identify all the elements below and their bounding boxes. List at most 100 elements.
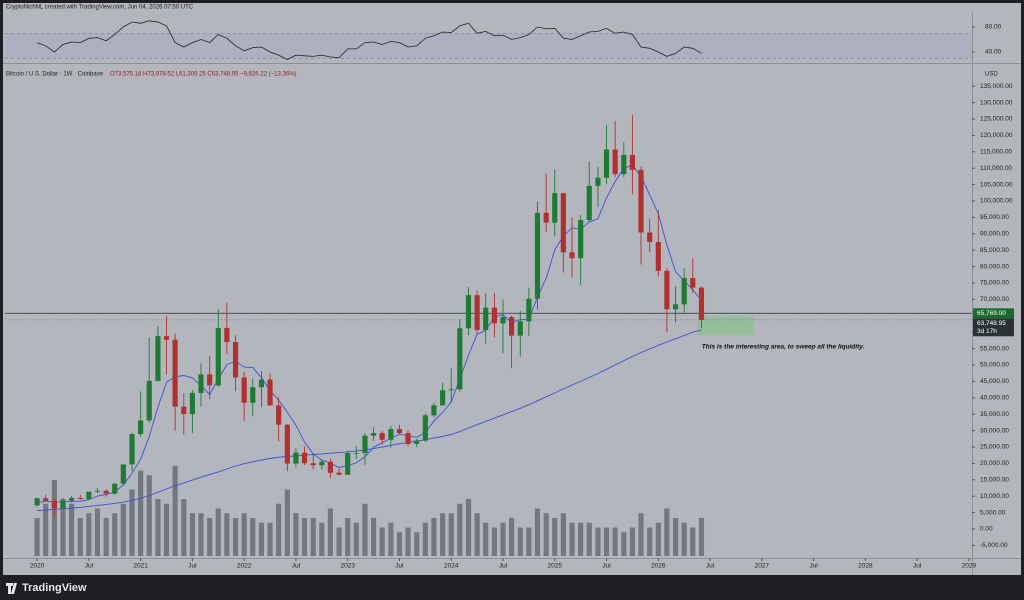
- candle-body: [94, 490, 101, 492]
- volume-bar: [276, 503, 282, 556]
- rsi-line: [36, 20, 702, 60]
- candle-body: [250, 387, 256, 403]
- candle-body: [629, 154, 635, 170]
- candle-body: [155, 336, 161, 381]
- y-tick-label: 130,000.00: [980, 99, 1013, 106]
- y-tick-label: 30,000.00: [980, 427, 1009, 434]
- volume-bar: [120, 503, 126, 556]
- candle-body: [327, 461, 333, 473]
- volume-bar: [181, 499, 187, 556]
- candle-body: [371, 433, 377, 436]
- volume-bar: [103, 518, 109, 556]
- candle-body: [129, 434, 135, 465]
- volume-bar: [155, 499, 161, 556]
- volume-bar: [655, 522, 661, 556]
- y-tick-label: 20,000.00: [980, 460, 1009, 467]
- brand-logo: TradingView: [6, 582, 87, 594]
- volume-bar: [172, 465, 178, 556]
- candle-body: [655, 242, 661, 271]
- candle-body: [112, 483, 118, 494]
- candle-body: [603, 149, 610, 178]
- candle-body: [215, 327, 221, 386]
- candle-body: [181, 406, 187, 415]
- candle-body: [578, 220, 584, 259]
- volume-bar: [319, 522, 325, 556]
- x-tick-label: Jul: [85, 563, 94, 570]
- y-tick-label: 80,000.00: [980, 263, 1009, 270]
- volume-bar: [379, 527, 385, 556]
- x-tick-label: Jul: [913, 563, 922, 570]
- volume-bar: [250, 518, 256, 556]
- volume-bar: [422, 522, 428, 556]
- candle-body: [146, 380, 152, 421]
- candle-body: [301, 452, 308, 464]
- target-zone: [697, 316, 754, 336]
- price-line-label: 65,769.00: [977, 310, 1006, 317]
- x-tick-label: 2027: [755, 563, 770, 570]
- volume-bar: [569, 522, 575, 556]
- volume-bar: [629, 527, 635, 556]
- candle-body: [474, 295, 480, 331]
- volume-bar: [112, 513, 118, 556]
- volume-bar: [86, 513, 92, 556]
- y-tick-label: 100,000.00: [980, 198, 1013, 205]
- y-tick-label: 135,000.00: [980, 83, 1013, 90]
- candle-body: [690, 278, 696, 288]
- moving-average: [37, 329, 702, 512]
- volume-bar: [586, 522, 592, 556]
- y-tick-label: 90,000.00: [980, 231, 1009, 238]
- candle-body: [163, 336, 170, 340]
- candle-body: [207, 374, 213, 386]
- candle-body: [431, 405, 437, 416]
- x-tick-label: Jul: [499, 563, 508, 570]
- volume-bar: [146, 475, 152, 556]
- y-tick-label: 105,000.00: [980, 181, 1013, 188]
- candle-body: [77, 498, 83, 499]
- volume-bar: [60, 499, 66, 556]
- x-tick-label: 2022: [237, 563, 252, 570]
- volume-bar: [51, 480, 57, 556]
- candle-body: [526, 298, 532, 322]
- y-tick-label: 95,000.00: [980, 214, 1009, 221]
- x-tick-label: Jul: [602, 563, 611, 570]
- volume-bar: [560, 513, 566, 556]
- y-tick-label: 85,000.00: [980, 247, 1009, 254]
- volume-bar: [353, 522, 359, 556]
- volume-bar: [465, 499, 472, 556]
- x-tick-label: 2026: [651, 563, 666, 570]
- volume-bar: [552, 518, 558, 556]
- candle-body: [457, 328, 463, 390]
- ohlc-legend: O73,575.18 H73,978.52 L61,309.25 C63,748…: [110, 72, 296, 78]
- y-tick-label: 35,000.00: [980, 411, 1009, 418]
- y-tick-label: 80.00: [985, 24, 1002, 31]
- volume-bar: [388, 522, 394, 556]
- candle-body: [379, 433, 385, 440]
- y-tick-label: 40.00: [985, 49, 1002, 56]
- volume-bar: [301, 518, 308, 556]
- volume-bar: [68, 503, 75, 556]
- candle-body: [612, 149, 618, 175]
- volume-bar: [258, 522, 265, 556]
- candle-body: [500, 317, 506, 324]
- y-tick-label: 50,000.00: [980, 362, 1009, 369]
- volume-bar: [491, 527, 497, 556]
- candle-body: [621, 154, 627, 175]
- x-tick-label: 2021: [133, 563, 148, 570]
- candle-body: [509, 317, 515, 336]
- y-tick-label: 120,000.00: [980, 132, 1013, 139]
- volume-bar: [284, 489, 290, 556]
- volume-bar: [414, 532, 420, 556]
- annotation: This is the interesting area, to sweep a…: [702, 344, 865, 351]
- candle-body: [103, 490, 109, 494]
- candle-body: [43, 498, 49, 501]
- candle-body: [698, 287, 705, 320]
- volume-bar: [474, 513, 480, 556]
- countdown: 3d 17h: [977, 328, 997, 335]
- x-tick-label: Jul: [188, 563, 197, 570]
- candle-body: [68, 498, 75, 501]
- y-tick-label: 125,000.00: [980, 116, 1013, 123]
- candle-body: [586, 185, 592, 221]
- volume-bar: [241, 513, 247, 556]
- candle-body: [422, 415, 428, 441]
